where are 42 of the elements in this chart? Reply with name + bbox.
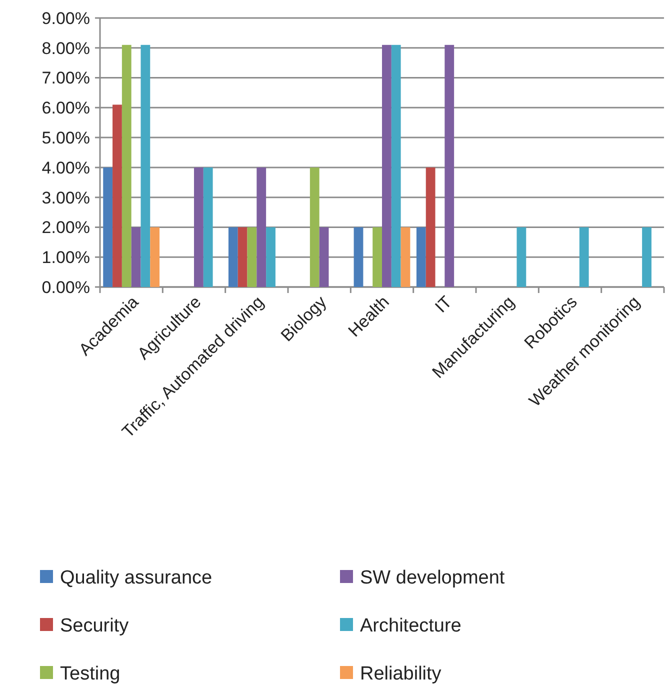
bar [112,104,122,287]
bar [516,227,526,287]
bar [319,227,329,287]
bar [426,167,436,287]
bar [579,227,589,287]
legend-label: Testing [60,664,120,685]
bar [400,227,410,287]
bar [391,44,401,287]
bar [122,44,132,287]
y-tick-label: 6.00% [42,98,90,118]
y-tick-label: 1.00% [42,248,90,268]
bar [310,167,320,287]
y-tick-label: 5.00% [42,128,90,148]
bar [238,227,248,287]
y-tick-label: 0.00% [42,278,90,297]
bar [103,167,113,287]
bar [247,227,257,287]
bar [444,44,454,287]
bar [203,167,213,287]
bar [354,227,364,287]
bar [266,227,276,287]
legend-label: SW development [360,568,506,589]
legend-label: Reliability [360,664,442,685]
y-tick-label: 8.00% [42,38,90,58]
bar [131,227,141,287]
bar [256,167,266,287]
legend-label: Architecture [360,616,462,637]
y-tick-label: 4.00% [42,158,90,178]
y-tick-label: 9.00% [42,8,90,28]
y-tick-label: 2.00% [42,218,90,238]
bar [642,227,652,287]
y-tick-label: 7.00% [42,68,90,88]
bar [194,167,204,287]
bar [150,227,160,287]
y-tick-label: 3.00% [42,188,90,208]
bar [416,227,426,287]
legend-label: Quality assurance [60,568,212,589]
bar [382,44,392,287]
bar [372,227,382,287]
bar [140,44,150,287]
legend-label: Security [60,616,130,637]
bar [228,227,238,287]
